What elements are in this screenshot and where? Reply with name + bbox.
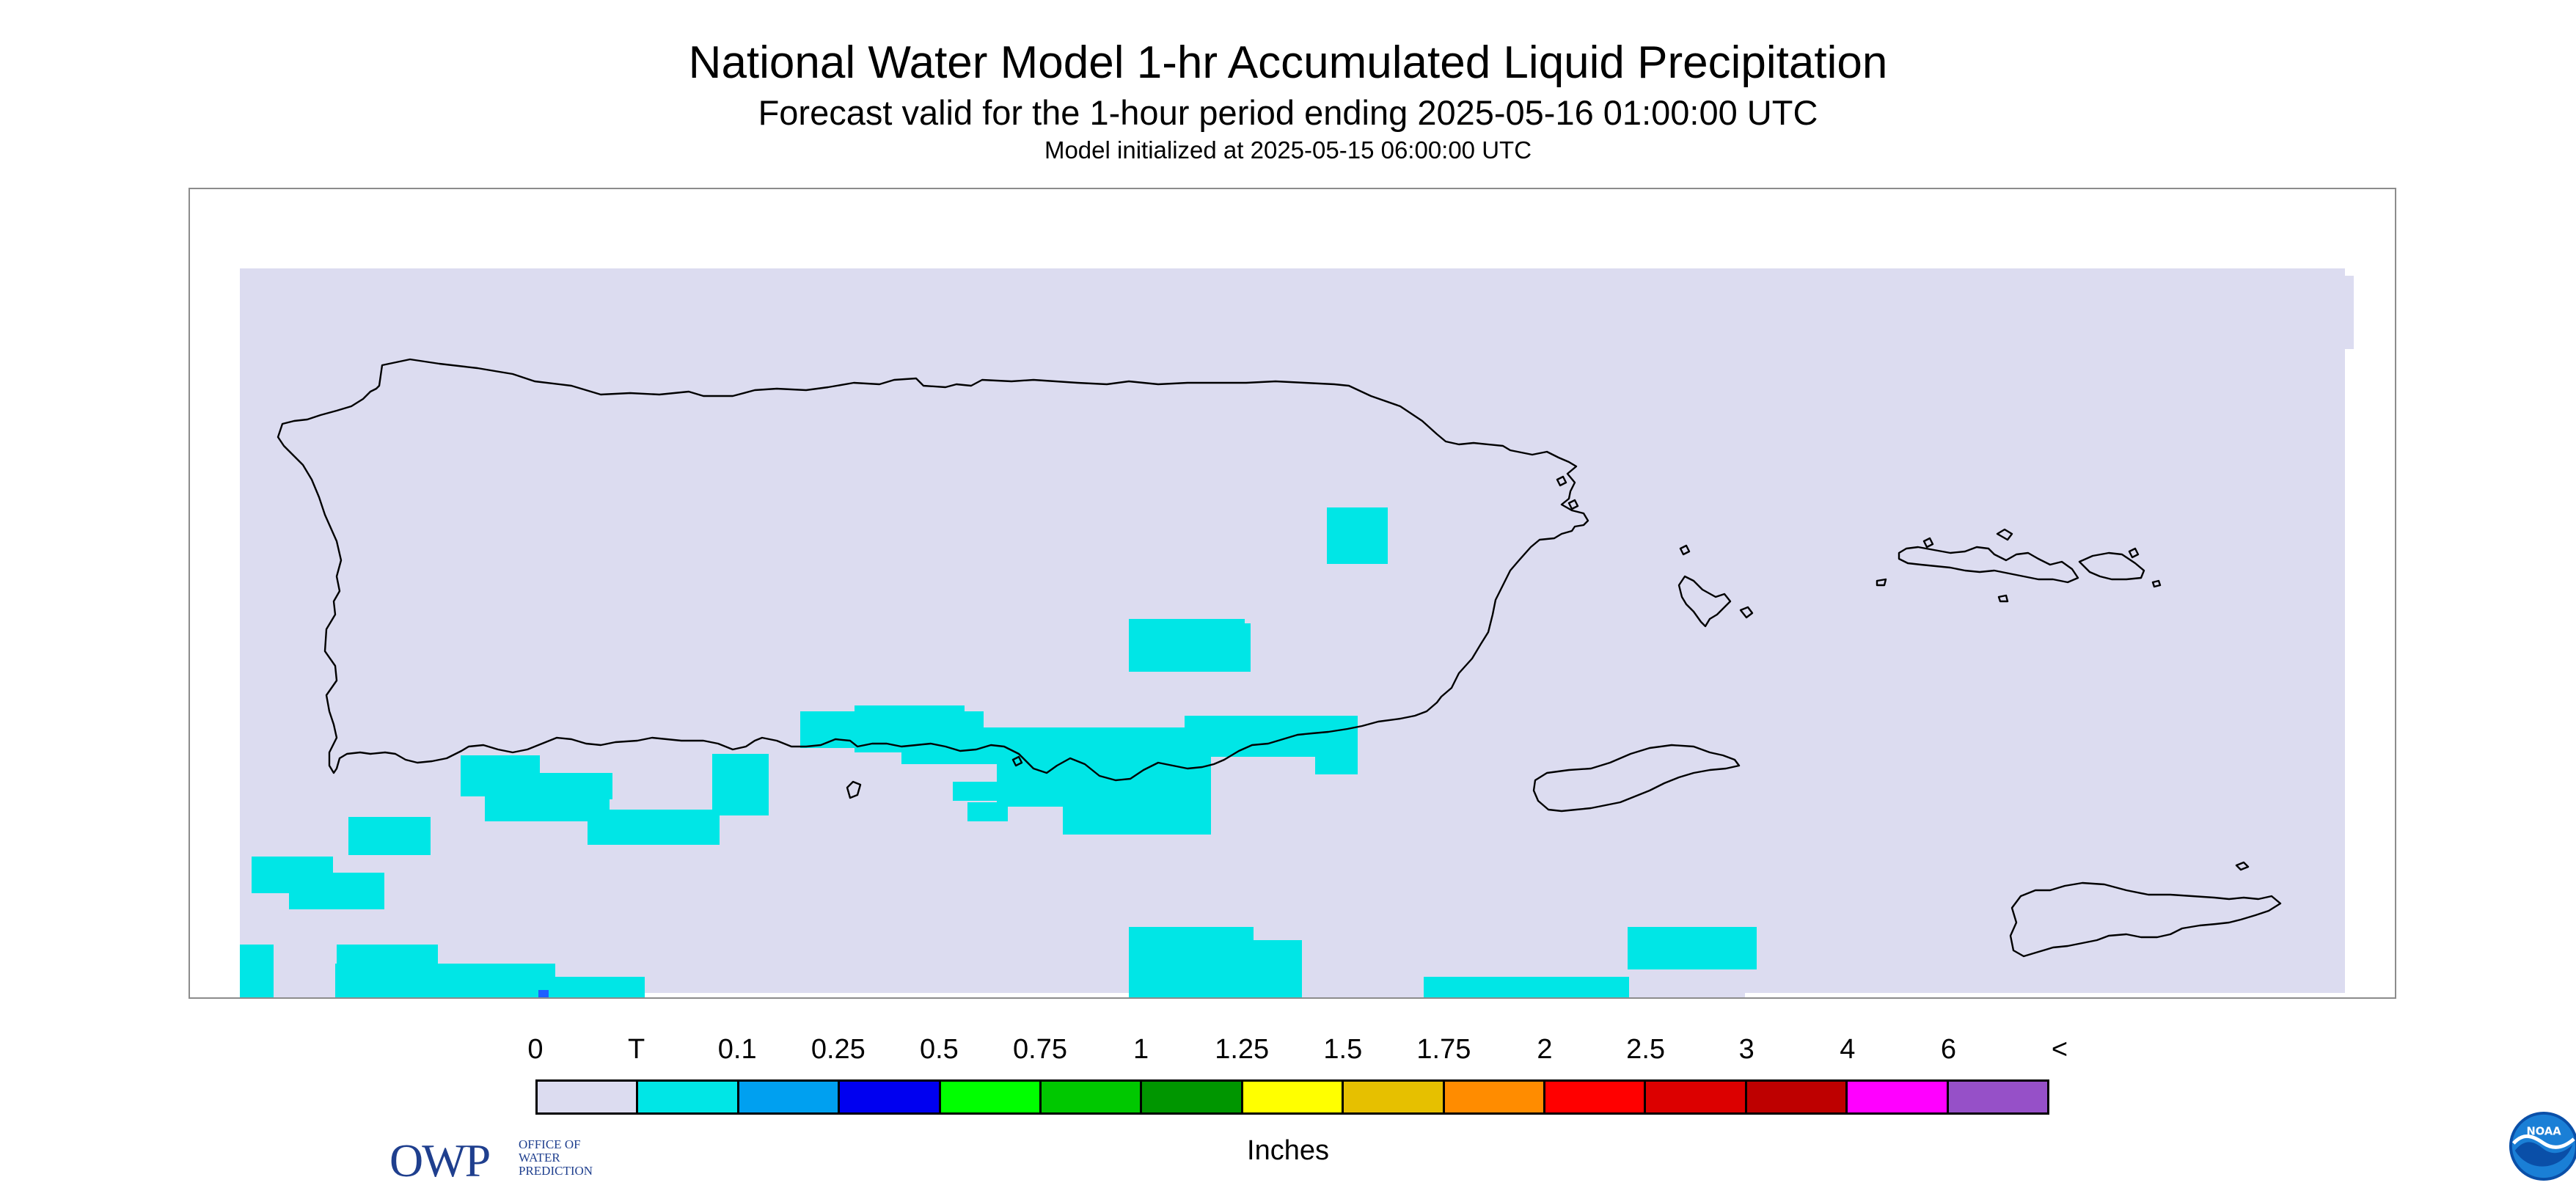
small-island-coastline bbox=[2151, 579, 2162, 588]
owp-logo-word: WATER bbox=[519, 1151, 560, 1165]
legend-tick-label: 0.5 bbox=[919, 1034, 959, 1065]
owp-logo-word: PREDICTION bbox=[519, 1164, 593, 1178]
precip-cell bbox=[1217, 940, 1302, 997]
small-island-coastline bbox=[1011, 755, 1023, 767]
culebra-coastline bbox=[1677, 575, 1732, 628]
map-canvas bbox=[240, 268, 2395, 997]
domain-gap-south bbox=[439, 993, 1173, 997]
precip-cell bbox=[335, 964, 555, 997]
legend-tick-label: 4 bbox=[1840, 1034, 1856, 1065]
owp-logo: OWP OFFICE OF WATER PREDICTION bbox=[389, 1134, 624, 1187]
legend-tick-label: 0.1 bbox=[717, 1034, 757, 1065]
model-domain-background bbox=[240, 268, 2354, 997]
small-island-coastline bbox=[1876, 578, 1887, 587]
coastlines bbox=[277, 358, 2282, 958]
precip-cell bbox=[1245, 623, 1251, 672]
legend-swatch bbox=[1746, 1082, 1848, 1112]
model-init-text: Model initialized at 2025-05-15 06:00:00… bbox=[1044, 136, 1532, 164]
legend-swatch bbox=[1344, 1082, 1445, 1112]
noaa-logo: NOAA bbox=[2509, 1111, 2576, 1181]
small-island-coastline bbox=[1922, 537, 1934, 549]
small-island-coastline bbox=[2128, 547, 2140, 559]
legend-swatch bbox=[538, 1082, 639, 1112]
precip-cell bbox=[953, 782, 1015, 801]
precip-cell bbox=[571, 773, 612, 799]
svg-text:NOAA: NOAA bbox=[2526, 1125, 2561, 1137]
precipitation-map: OWP OFFICE OF WATER PREDICTION NOAA bbox=[189, 188, 2576, 1187]
vieques-coastline bbox=[1532, 744, 1741, 813]
small-island-coastline bbox=[1997, 594, 2009, 603]
legend-color-bar bbox=[535, 1079, 2049, 1115]
puerto-rico-coastline bbox=[277, 358, 1589, 782]
small-island-coastline bbox=[2235, 861, 2250, 871]
legend-swatch bbox=[940, 1082, 1042, 1112]
precip-cell bbox=[348, 817, 431, 855]
legend-tick-label: 0.25 bbox=[811, 1034, 866, 1065]
owp-logo-words: OFFICE OF WATER PREDICTION bbox=[519, 1138, 593, 1178]
legend-swatch bbox=[638, 1082, 739, 1112]
legend-tick-label: 3 bbox=[1738, 1034, 1754, 1065]
legend-tick-label: 6 bbox=[1940, 1034, 1956, 1065]
precip-cell bbox=[712, 754, 769, 815]
domain-gap-southeast bbox=[1745, 993, 2395, 997]
map-subtitle: Forecast valid for the 1-hour period end… bbox=[758, 93, 1818, 132]
precip-cell bbox=[588, 810, 720, 845]
legend-tick-label: 1.25 bbox=[1215, 1034, 1270, 1065]
precip-cell bbox=[1628, 927, 1757, 969]
precip-cell bbox=[1063, 807, 1103, 835]
legend-tick-label: 1 bbox=[1133, 1034, 1149, 1065]
legend-swatch bbox=[1545, 1082, 1647, 1112]
legend-tick-label: 1.75 bbox=[1416, 1034, 1471, 1065]
legend-tick-label: T bbox=[627, 1034, 645, 1065]
precip-cell bbox=[289, 873, 384, 909]
legend-units-label: Inches bbox=[1247, 1135, 1329, 1166]
legend-swatch bbox=[1243, 1082, 1344, 1112]
legend-tick-label: 1.5 bbox=[1323, 1034, 1363, 1065]
precip-cell bbox=[1424, 977, 1629, 997]
legend-tick-label: 0.75 bbox=[1013, 1034, 1067, 1065]
precip-cell bbox=[1129, 619, 1245, 672]
legend-swatch bbox=[739, 1082, 841, 1112]
legend-swatch bbox=[840, 1082, 941, 1112]
legend-swatch bbox=[1848, 1082, 1949, 1112]
precip-cell bbox=[1327, 507, 1388, 564]
legend-tick-labels: 0 T 0.1 0.25 0.5 0.75 1 1.25 1.5 1.75 2 2.5 3 4 6 < bbox=[0, 1034, 2576, 1071]
precip-cell bbox=[240, 945, 274, 997]
legend-swatch bbox=[1142, 1082, 1243, 1112]
small-island-coastline bbox=[1679, 544, 1691, 556]
precip-cell bbox=[541, 977, 645, 997]
culebrita-coastline bbox=[1739, 606, 1754, 619]
legend-tick-label: 2 bbox=[1537, 1034, 1553, 1065]
legend-tick-label: < bbox=[2051, 1034, 2068, 1065]
legend-swatch bbox=[1948, 1082, 2048, 1112]
legend-swatch bbox=[1042, 1082, 1143, 1112]
precip-cell bbox=[967, 802, 1008, 821]
precip-cell bbox=[997, 766, 1141, 807]
legend-swatch bbox=[1444, 1082, 1546, 1112]
legend-tick-label: 0 bbox=[527, 1034, 544, 1065]
us-virgin-islands-coastline bbox=[1898, 528, 2145, 584]
precip-cell bbox=[1315, 716, 1358, 774]
precipitation-cells bbox=[240, 507, 1757, 997]
small-island-coastline bbox=[1567, 499, 1579, 510]
legend-tick-label: 2.5 bbox=[1626, 1034, 1666, 1065]
owp-logo-letters: OWP bbox=[389, 1134, 491, 1187]
owp-logo-word: OFFICE OF bbox=[519, 1137, 581, 1151]
st-croix-coastline bbox=[2009, 881, 2282, 958]
precip-cell-0.1 bbox=[538, 990, 549, 997]
mona-island-coastline bbox=[846, 780, 862, 799]
small-island-coastline bbox=[1556, 475, 1567, 487]
legend-swatch bbox=[1646, 1082, 1747, 1112]
map-title: National Water Model 1-hr Accumulated Li… bbox=[688, 37, 1888, 88]
